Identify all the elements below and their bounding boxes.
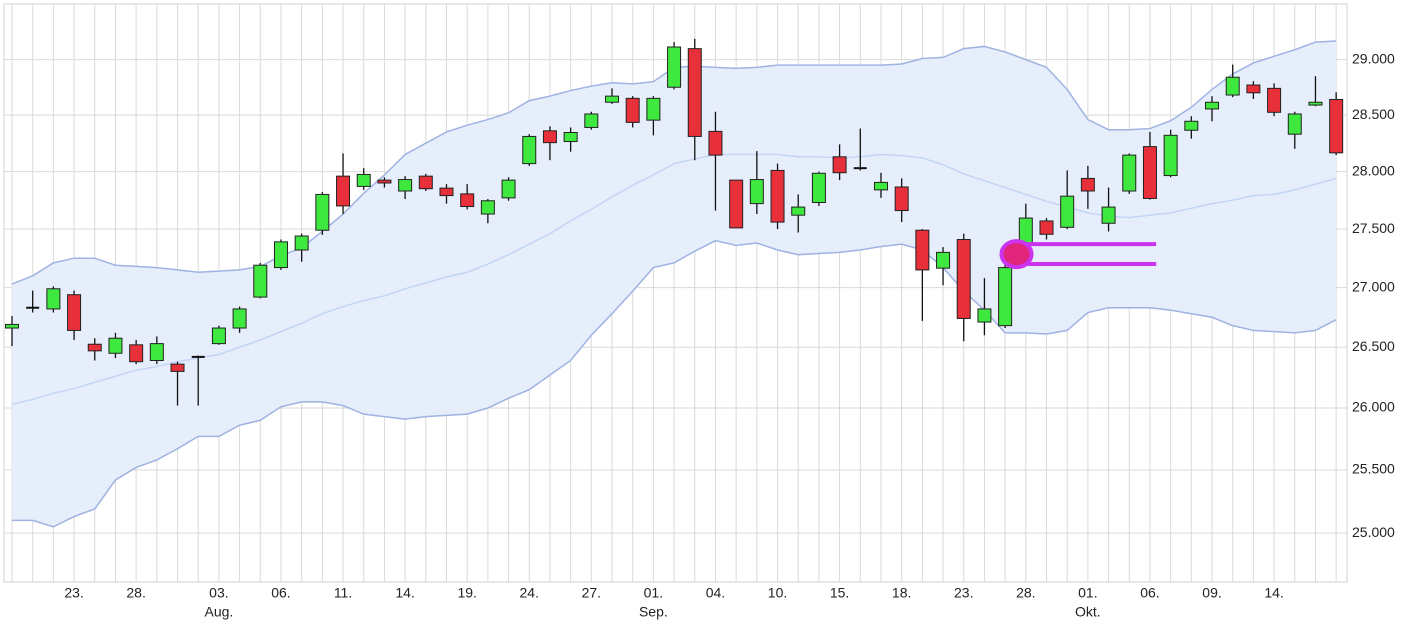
candle-body bbox=[87, 343, 102, 352]
y-tick-label: 27.000 bbox=[1352, 278, 1395, 294]
candle-body bbox=[1080, 177, 1095, 192]
y-tick-label: 28.000 bbox=[1352, 162, 1395, 178]
candle-body bbox=[418, 175, 433, 190]
candle-body bbox=[377, 179, 392, 184]
candle-body bbox=[46, 288, 61, 310]
candle-body bbox=[894, 186, 909, 212]
x-month-label: Aug. bbox=[204, 604, 233, 620]
x-month-label: Okt. bbox=[1075, 604, 1101, 620]
candle-body bbox=[67, 294, 82, 331]
candle-body bbox=[149, 343, 164, 362]
candle-body bbox=[956, 239, 971, 319]
candle-body bbox=[522, 135, 537, 165]
x-tick-label: 06. bbox=[1140, 585, 1159, 601]
candle-body bbox=[356, 173, 371, 187]
candle-body bbox=[1308, 101, 1323, 106]
candle-body bbox=[1184, 120, 1199, 131]
candle-body bbox=[811, 172, 826, 203]
candle-body bbox=[1205, 101, 1220, 110]
x-tick-label: 01. bbox=[1078, 585, 1097, 601]
x-tick-label: 23. bbox=[64, 585, 83, 601]
x-tick-label: 23. bbox=[954, 585, 973, 601]
x-month-label: Sep. bbox=[639, 604, 668, 620]
candle-body bbox=[729, 179, 744, 229]
candle-body bbox=[108, 337, 123, 354]
candle-body bbox=[460, 193, 475, 208]
candle-body bbox=[1225, 76, 1240, 96]
candle-body bbox=[1039, 220, 1054, 235]
candle-body bbox=[915, 229, 930, 271]
candle-body bbox=[749, 179, 764, 205]
candle-body bbox=[253, 264, 268, 298]
x-tick-label: 27. bbox=[582, 585, 601, 601]
x-tick-label: 14. bbox=[395, 585, 414, 601]
y-tick-label: 28.500 bbox=[1352, 106, 1395, 122]
x-tick-label: 09. bbox=[1202, 585, 1221, 601]
candle-body bbox=[791, 206, 806, 216]
candle-body bbox=[563, 132, 578, 143]
candle-body bbox=[667, 46, 682, 88]
candle-body bbox=[1246, 84, 1261, 94]
x-tick-label: 01. bbox=[644, 585, 663, 601]
candle-body bbox=[1163, 134, 1178, 177]
candle-body bbox=[542, 130, 557, 144]
candle-body bbox=[873, 181, 888, 191]
candle-body bbox=[687, 48, 702, 137]
candle-body bbox=[1122, 154, 1137, 192]
candle-body bbox=[584, 113, 599, 128]
candle-body bbox=[170, 363, 185, 372]
candle-body bbox=[605, 95, 620, 103]
candle-body bbox=[5, 323, 19, 329]
candle-body bbox=[1101, 206, 1116, 224]
y-tick-label: 25.500 bbox=[1352, 461, 1395, 477]
candle-body bbox=[315, 193, 330, 231]
y-tick-label: 26.500 bbox=[1352, 338, 1395, 354]
x-tick-label: 10. bbox=[768, 585, 787, 601]
candle-body bbox=[832, 156, 847, 174]
candle-body bbox=[1142, 146, 1157, 199]
candle-body bbox=[211, 327, 226, 345]
candle-body bbox=[770, 169, 785, 223]
y-tick-label: 26.000 bbox=[1352, 399, 1395, 415]
candle-body bbox=[501, 179, 516, 199]
candle-body bbox=[1267, 87, 1282, 113]
x-tick-label: 24. bbox=[520, 585, 539, 601]
candle-body bbox=[398, 179, 413, 192]
candle-body bbox=[273, 241, 288, 269]
x-tick-label: 28. bbox=[126, 585, 145, 601]
x-tick-label: 04. bbox=[706, 585, 725, 601]
candle-body bbox=[336, 175, 351, 207]
x-tick-label: 11. bbox=[334, 585, 352, 601]
x-tick-label: 19. bbox=[457, 585, 476, 601]
candle-body bbox=[1060, 195, 1075, 228]
candle-body bbox=[1329, 98, 1344, 154]
candle-body bbox=[708, 130, 723, 156]
band-lower bbox=[12, 239, 1337, 528]
y-tick-label: 29.000 bbox=[1352, 50, 1395, 66]
y-tick-label: 27.500 bbox=[1352, 220, 1395, 236]
candle-body bbox=[977, 308, 992, 323]
y-tick-label: 25.000 bbox=[1352, 524, 1395, 540]
candle-body bbox=[936, 251, 951, 269]
x-tick-label: 15. bbox=[830, 585, 849, 601]
candle-body bbox=[1287, 113, 1302, 135]
candle-body bbox=[625, 97, 640, 123]
x-tick-label: 06. bbox=[271, 585, 290, 601]
candle-body bbox=[480, 200, 495, 215]
candle-body bbox=[232, 308, 247, 329]
x-tick-label: 18. bbox=[892, 585, 911, 601]
highlight-marker bbox=[999, 239, 1034, 270]
candle-body bbox=[129, 344, 144, 363]
x-tick-label: 14. bbox=[1264, 585, 1283, 601]
x-tick-label: 03. bbox=[209, 585, 228, 601]
candle-body bbox=[294, 235, 309, 251]
candle-body bbox=[998, 267, 1013, 327]
x-tick-label: 28. bbox=[1016, 585, 1035, 601]
candle-body bbox=[439, 187, 454, 197]
candle-body bbox=[646, 97, 661, 121]
